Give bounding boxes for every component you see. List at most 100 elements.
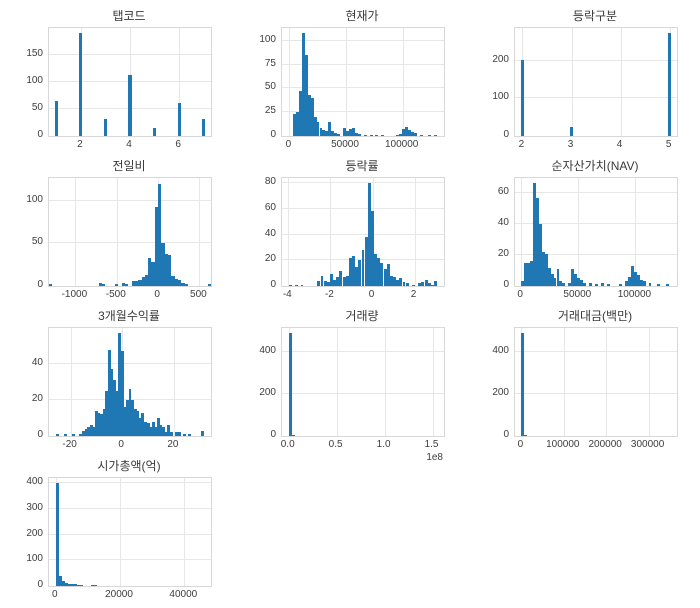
y-tick-label: 100 [26, 193, 43, 205]
subplot-title: 시가총액(억) [97, 459, 161, 473]
histogram-bar [118, 333, 122, 436]
plot-area [514, 327, 678, 437]
histogram-bar [404, 127, 408, 136]
histogram-bar [334, 133, 338, 136]
gridline-y [49, 242, 211, 244]
histogram-bar [386, 264, 390, 286]
y-tick-label: 40 [31, 357, 43, 368]
gridline-x [563, 328, 565, 436]
histogram-bar [94, 410, 98, 436]
histogram-bar [427, 283, 431, 286]
gridline-y [49, 507, 211, 509]
histogram-bar [58, 575, 62, 586]
gridline-x [402, 28, 404, 136]
y-tick-label: 0 [37, 279, 43, 290]
histogram-bar [428, 135, 432, 136]
histogram-bar [424, 279, 428, 286]
histogram-bar [90, 584, 94, 586]
histogram-bar [154, 207, 159, 286]
histogram-bar [171, 275, 175, 286]
x-tick-label: -4 [282, 289, 292, 300]
y-tick-label: 40 [497, 217, 509, 229]
histogram-bar [348, 129, 352, 136]
histogram-bar [657, 284, 661, 286]
subplot-title: 탭코드 [112, 9, 146, 23]
histogram-bar [666, 284, 670, 286]
y-tick-label: 0 [270, 429, 276, 440]
x-tick-label: 2 [518, 139, 525, 150]
subplot-title: 등락률 [345, 159, 379, 173]
histogram-bar [627, 276, 631, 286]
histogram-bar [107, 349, 111, 436]
histogram-bar [574, 273, 578, 286]
histogram-bar [54, 100, 58, 136]
y-tick-label: 60 [497, 186, 509, 198]
histogram-bar [544, 253, 548, 286]
histogram-bar [177, 432, 181, 436]
histogram-bar [375, 135, 379, 136]
histogram-bar [141, 277, 145, 286]
histogram-bar [535, 198, 539, 286]
histogram-bar [100, 414, 104, 436]
histogram-bar [167, 425, 171, 436]
histogram-bar [288, 284, 292, 286]
gridline-x [620, 28, 622, 136]
histogram-bar [401, 129, 405, 136]
histogram-bar [92, 427, 96, 436]
histogram-bar [346, 131, 349, 136]
histogram-bar [177, 103, 181, 136]
y-tick-label: 20 [264, 253, 276, 265]
histogram-bar [606, 284, 610, 286]
gridline-y [515, 59, 677, 61]
gridline-y [49, 363, 211, 364]
histogram-bar [601, 282, 604, 286]
subplot-market-cap: 시가총액(억) 0 100 200 300 400 0 20000 40000 [0, 450, 233, 600]
histogram-bar [316, 121, 320, 136]
y-tick-label: 150 [26, 47, 43, 59]
y-tick-label: 100 [26, 74, 43, 86]
gridline-x [606, 328, 608, 436]
y-tick-label: 0 [270, 279, 276, 290]
histogram-bar [105, 391, 109, 436]
histogram-bar [553, 278, 557, 286]
histogram-bar [364, 237, 368, 286]
x-tick-label: -20 [62, 439, 77, 450]
gridline-y [282, 87, 444, 89]
histogram-bar [524, 434, 528, 436]
subplot-tab-code: 탭코드 0 50 100 150 2 4 6 [0, 0, 233, 150]
histogram-bar [298, 91, 302, 136]
plot-area [48, 477, 212, 587]
histogram-bar [304, 55, 308, 136]
histogram-bar [82, 430, 85, 436]
gridline-y [282, 393, 444, 395]
histogram-bar [559, 281, 563, 286]
histogram-bar [319, 128, 323, 136]
histogram-bar [292, 114, 296, 136]
histogram-bar [79, 434, 83, 436]
gridline-y [282, 111, 444, 113]
histogram-bar [131, 280, 135, 286]
subplot-return-3month: 3개월수익률 0 20 40 -20 0 20 [0, 300, 233, 450]
histogram-bar [146, 423, 150, 436]
histogram-bar [624, 281, 628, 286]
y-tick-label: 200 [259, 387, 276, 399]
gridline-x [289, 28, 291, 136]
gridline-x [635, 178, 637, 286]
x-tick-label: 0 [118, 439, 124, 450]
y-tick-label: 75 [264, 57, 276, 69]
histogram-bar [115, 284, 119, 286]
subplot-title: 순자산가치(NAV) [551, 159, 639, 173]
gridline-x [179, 28, 181, 136]
x-tick-label: 20 [167, 439, 179, 450]
x-tick-label: 5 [665, 139, 672, 150]
histogram-bar [300, 284, 304, 286]
histogram-bar [642, 281, 646, 286]
histogram-bar [377, 257, 381, 286]
x-tick-label: 3 [567, 139, 574, 150]
y-tick-label: 60 [264, 201, 276, 213]
histogram-bar [577, 278, 581, 286]
histogram-bar [639, 279, 643, 286]
gridline-y [49, 199, 211, 201]
histogram-bar [345, 275, 349, 286]
histogram-bar [333, 279, 337, 286]
